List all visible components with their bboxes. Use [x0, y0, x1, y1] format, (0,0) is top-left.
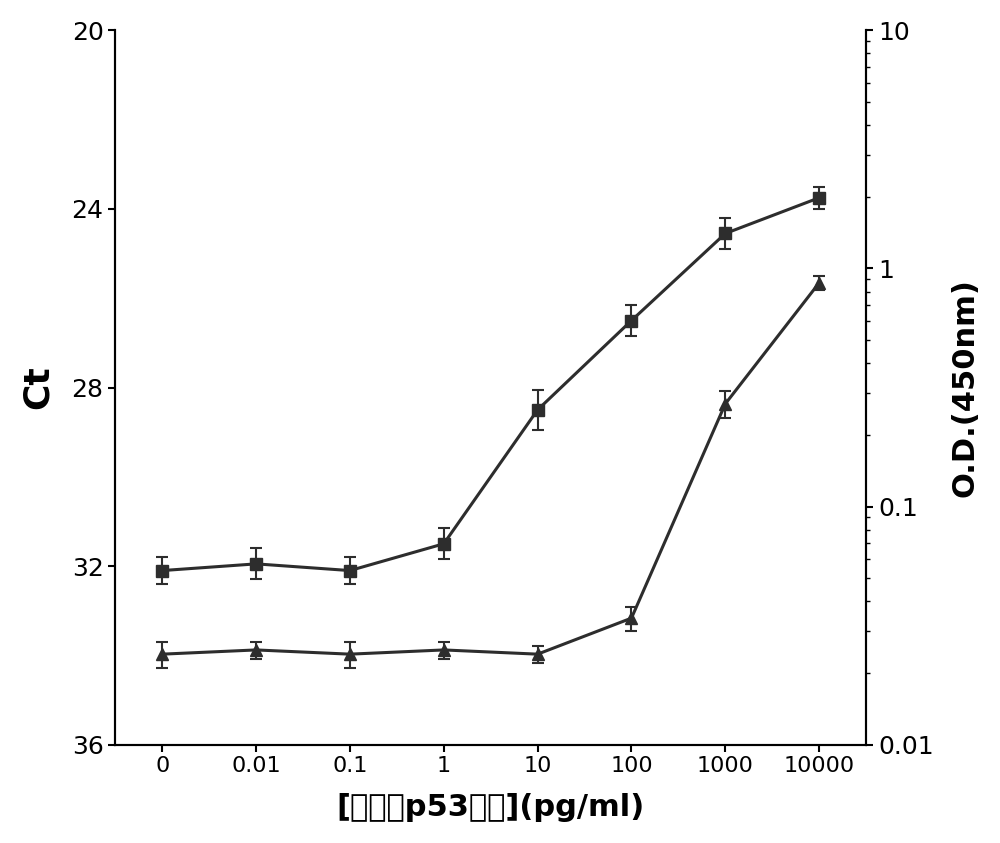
Y-axis label: Ct: Ct — [21, 366, 55, 410]
Y-axis label: O.D.(450nm): O.D.(450nm) — [950, 278, 979, 497]
X-axis label: [突变型p53蛋白](pg/ml): [突变型p53蛋白](pg/ml) — [337, 793, 645, 822]
